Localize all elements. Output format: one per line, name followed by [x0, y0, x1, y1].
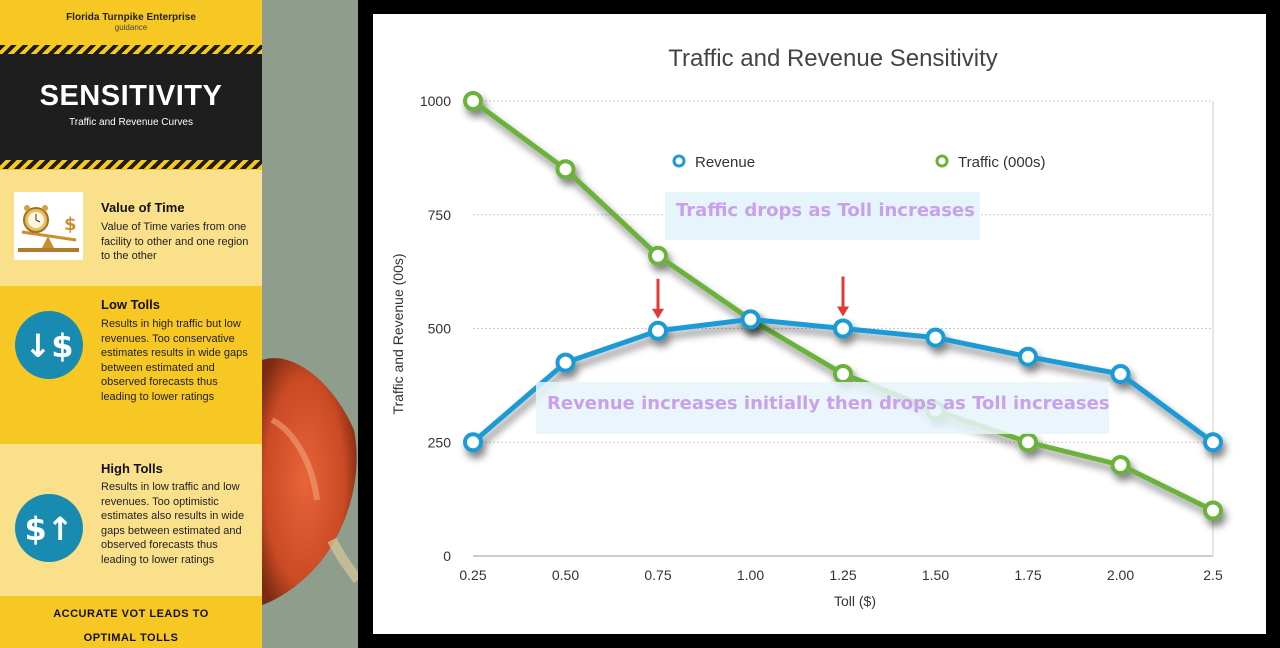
- organization-name: Florida Turnpike Enterprise: [66, 12, 196, 23]
- chart-frame: Traffic and Revenue Sensitivity 0 250 500 7…: [373, 14, 1266, 634]
- chart-annotations: Traffic drops as Toll increases Revenue …: [536, 192, 1110, 434]
- hazard-stripe-bottom: [0, 160, 262, 169]
- data-point: [833, 318, 853, 339]
- chart-legend: Revenue Traffic (000s): [672, 154, 1046, 171]
- data-point: [1203, 500, 1223, 521]
- legend-label-traffic: Traffic (000s): [958, 154, 1046, 171]
- y-axis-label: Traffic and Revenue (00s): [390, 253, 406, 414]
- panel-footer: ACCURATE VOT LEADS TO OPTIMAL TOLLS: [0, 596, 262, 648]
- x-tick-label: 1.50: [922, 567, 949, 583]
- footer-line-1: ACCURATE VOT LEADS TO: [53, 608, 209, 620]
- background-artwork: [262, 0, 358, 648]
- y-tick-label: 250: [428, 434, 452, 450]
- data-point: [555, 159, 576, 180]
- data-point: [1018, 432, 1038, 453]
- section-low-tolls: ↓$ Low Tolls Results in high traffic but…: [0, 286, 262, 444]
- annotation-box-traffic: [665, 192, 980, 240]
- section-high-tolls: $↑ High Tolls Results in low traffic and…: [0, 444, 262, 596]
- info-panel: Florida Turnpike Enterprise guidance SEN…: [0, 0, 262, 648]
- annotation-traffic: Traffic drops as Toll increases: [676, 200, 975, 221]
- x-tick-label: 0.25: [459, 567, 486, 583]
- data-point: [1018, 346, 1038, 367]
- red-arrow-head: [837, 306, 849, 317]
- data-point: [740, 309, 761, 330]
- legend-marker-revenue: [672, 154, 686, 168]
- data-point: [648, 320, 668, 341]
- down-arrow-dollar-icon: ↓$: [15, 311, 83, 379]
- y-tick-label: 500: [428, 321, 452, 337]
- icon-glyph: ↓$: [24, 327, 73, 365]
- x-axis-label: Toll ($): [834, 593, 876, 609]
- panel-header: Florida Turnpike Enterprise guidance: [0, 0, 262, 44]
- line-chart: Traffic and Revenue Sensitivity 0 250 500 7…: [390, 45, 1223, 609]
- y-tick-label: 0: [443, 548, 451, 564]
- data-point: [648, 245, 668, 266]
- x-tick-label: 1.75: [1014, 567, 1041, 583]
- data-point: [1110, 364, 1131, 384]
- value-of-time-image: $: [14, 192, 83, 260]
- icon-glyph: $↑: [24, 510, 73, 548]
- series-lines: [463, 91, 1223, 521]
- footer-line-2: OPTIMAL TOLLS: [83, 632, 179, 644]
- y-axis-ticks: 0 250 500 750 1000: [420, 93, 451, 564]
- section-text: Results in low traffic and low revenues.…: [101, 481, 245, 566]
- data-point: [463, 91, 483, 111]
- y-tick-label: 1000: [420, 93, 451, 109]
- x-tick-label: 1.00: [737, 567, 764, 583]
- x-tick-label: 0.50: [552, 567, 579, 583]
- series-revenue: [463, 309, 1223, 453]
- data-point: [1110, 455, 1131, 475]
- chart-title: Traffic and Revenue Sensitivity: [668, 45, 998, 72]
- legend-marker-traffic: [935, 154, 949, 168]
- data-point: [555, 352, 576, 373]
- series-traffic: [463, 91, 1223, 521]
- title-block: SENSITIVITY Traffic and Revenue Curves: [0, 54, 262, 160]
- section-text: Results in high traffic but low revenues…: [101, 318, 248, 403]
- red-arrow-head: [652, 308, 664, 319]
- section-heading: Low Tolls: [101, 297, 160, 312]
- x-tick-label: 2.5: [1203, 567, 1223, 583]
- annotation-box-revenue: [536, 382, 1109, 434]
- svg-text:$: $: [64, 214, 77, 235]
- data-point: [925, 327, 946, 348]
- panel-subtitle: Traffic and Revenue Curves: [69, 117, 193, 128]
- red-arrows: [652, 276, 849, 319]
- x-tick-label: 2.00: [1107, 567, 1134, 583]
- panel-title: SENSITIVITY: [39, 80, 223, 112]
- annotation-revenue: Revenue increases initially then drops a…: [547, 393, 1110, 414]
- section-value-of-time: $ Value of Time Value of Time varies fro…: [0, 170, 262, 286]
- data-point: [1203, 432, 1223, 453]
- section-text: Value of Time varies from one facility t…: [101, 221, 249, 262]
- x-tick-label: 0.75: [644, 567, 671, 583]
- section-heading: Value of Time: [101, 200, 185, 215]
- dollar-up-arrow-icon: $↑: [15, 494, 83, 562]
- hazard-stripe-top: [0, 45, 262, 54]
- legend-label-revenue: Revenue: [695, 154, 755, 171]
- section-heading: High Tolls: [101, 461, 163, 476]
- x-tick-label: 1.25: [829, 567, 856, 583]
- data-point: [463, 432, 483, 453]
- data-point: [833, 364, 853, 384]
- organization-subtitle: guidance: [114, 23, 148, 32]
- x-axis-ticks: 0.25 0.50 0.75 1.00 1.25 1.50 1.75 2.00 2.5: [459, 567, 1223, 583]
- y-tick-label: 750: [428, 207, 452, 223]
